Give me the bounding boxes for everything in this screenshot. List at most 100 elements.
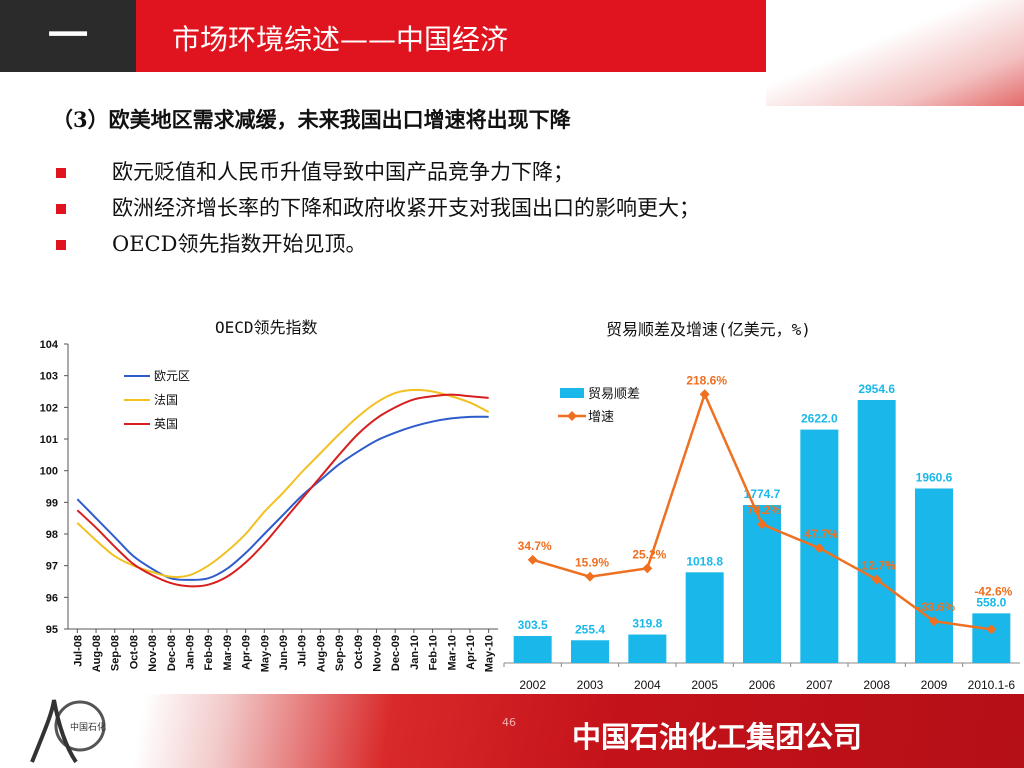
x-tick-label: 2010.1-6 (968, 678, 1016, 692)
oecd-leading-index-chart: 104 103 102 101 100 99 98 97 96 95 Jul-08 Aug-08 Sep… (40, 339, 498, 672)
growth-value-label: 74.2% (747, 503, 781, 517)
bullet-marker (56, 240, 66, 250)
growth-value-label: 47.7% (804, 527, 838, 541)
slide-subtitle: （3）欧美地区需求减缓，未来我国出口增速将出现下降 (52, 107, 571, 132)
x-tick-label: Feb-10 (428, 635, 440, 670)
growth-value-label: -33.6% (917, 600, 955, 614)
bullet-text-1: 欧元贬值和人民币升值导致中国产品竞争力下降； (112, 160, 574, 184)
x-tick-label: Sep-08 (110, 635, 122, 671)
legend-swatch-marker (567, 411, 577, 421)
company-name: 中国石油化工集团公司 (572, 722, 863, 754)
x-tick-label: Jan-09 (185, 635, 197, 670)
growth-point (929, 616, 939, 627)
bar-value-label: 303.5 (518, 618, 548, 632)
x-tick-label: 2004 (634, 678, 661, 692)
growth-point (527, 554, 538, 565)
header-bar: 一 市场环境综述——中国经济 (0, 0, 1024, 106)
growth-point (585, 571, 595, 582)
growth-value-label: 15.9% (575, 556, 609, 570)
logo-flame (30, 699, 78, 764)
bar-value-label: 1018.8 (686, 554, 723, 568)
growth-point (986, 624, 997, 635)
legend-label-line: 增速 (588, 409, 614, 424)
series-line-1 (76, 388, 490, 578)
series-line-2 (76, 393, 489, 588)
x-tick-label: 2009 (921, 678, 948, 692)
growth-point (699, 389, 710, 400)
legend-label-1: 法国 (154, 393, 178, 407)
slide-title: 市场环境综述——中国经济 (172, 23, 509, 56)
growth-value-label: 25.2% (632, 547, 666, 561)
y-tick-label: 104 (40, 339, 59, 351)
section-mark: 一 (48, 13, 88, 59)
x-tick-label: 2007 (806, 678, 833, 692)
y-tick-label: 95 (46, 624, 58, 636)
bar-2005 (685, 572, 724, 663)
y-tick-label: 98 (46, 529, 58, 541)
logo-text: 中国石化 (70, 721, 106, 732)
bar-2002 (513, 635, 552, 663)
bar-value-label: 2954.6 (858, 382, 895, 396)
bar-2006 (743, 505, 781, 663)
bar-value-label: 1960.6 (916, 470, 953, 484)
x-tick-label: Apr-10 (465, 635, 477, 670)
legend-swatch-bar (560, 388, 584, 398)
bar-value-label: 2622.0 (801, 412, 838, 426)
x-tick-label: Feb-09 (203, 635, 215, 670)
x-tick-label: Oct-09 (353, 635, 365, 669)
bar-2003 (571, 640, 609, 663)
logo-ring (54, 700, 106, 752)
x-tick-label: Jan-10 (409, 635, 421, 670)
bar-value-label: 319.8 (632, 617, 662, 631)
y-tick-label: 102 (40, 402, 58, 414)
sinopec-logo: 中国石化 (30, 699, 106, 764)
bullet-text-2: 欧洲经济增长率的下降和政府收紧开支对我国出口的影响更大； (112, 196, 700, 220)
growth-value-label: -42.6% (974, 584, 1012, 598)
y-tick-label: 103 (40, 371, 58, 383)
x-tick-label: 2008 (863, 678, 890, 692)
x-tick-label: Apr-09 (241, 635, 253, 670)
growth-point (871, 574, 882, 585)
bar-value-label: 1774.7 (744, 487, 781, 501)
x-tick-label: 2002 (519, 678, 546, 692)
x-tick-label: Aug-09 (315, 635, 327, 672)
bullet-marker (56, 204, 66, 214)
x-tick-label: Mar-10 (446, 635, 458, 670)
growth-point (757, 519, 767, 530)
title-band (136, 0, 766, 72)
oecd-chart-title: OECD领先指数 (215, 318, 318, 337)
x-tick-label: Nov-09 (371, 635, 383, 672)
trade-surplus-chart: 303.5 2002 255.4 2003 319.8 2004 1018.8 2005 177… (503, 373, 1020, 692)
x-tick-label: Dec-08 (166, 635, 178, 671)
footer-band (0, 694, 1024, 768)
page-number: 46 (502, 716, 516, 729)
x-tick-label: May-09 (259, 635, 271, 672)
x-tick-label: 2005 (691, 678, 718, 692)
legend-label-2: 英国 (154, 417, 178, 431)
growth-point (642, 563, 653, 574)
x-tick-label: Jul-08 (72, 635, 84, 667)
bar-2004 (628, 634, 667, 663)
bar-value-label: 255.4 (575, 622, 605, 636)
y-tick-label: 101 (40, 434, 58, 446)
bar-value-label: 558.0 (976, 595, 1006, 609)
bullet-marker (56, 168, 66, 178)
y-tick-label: 97 (46, 561, 58, 573)
header-gradient (766, 0, 1024, 106)
bullet-text-3: OECD领先指数开始见顶。 (112, 232, 367, 256)
x-tick-label: Jun-09 (278, 635, 290, 670)
y-tick-label: 100 (40, 466, 58, 478)
growth-point (814, 543, 825, 554)
x-tick-label: Aug-08 (91, 635, 103, 672)
x-tick-label: Nov-08 (147, 635, 159, 672)
series-line-0 (76, 415, 489, 581)
x-tick-label: Jul-09 (297, 635, 309, 667)
x-tick-label: May-10 (484, 635, 496, 672)
y-tick-label: 99 (46, 497, 58, 509)
x-tick-label: Mar-09 (222, 635, 234, 670)
growth-value-label: 12.7% (862, 559, 896, 573)
x-tick-label: 2006 (749, 678, 776, 692)
x-tick-label: Oct-08 (128, 635, 140, 669)
y-tick-label: 96 (46, 592, 58, 604)
bar-2008 (857, 400, 896, 663)
